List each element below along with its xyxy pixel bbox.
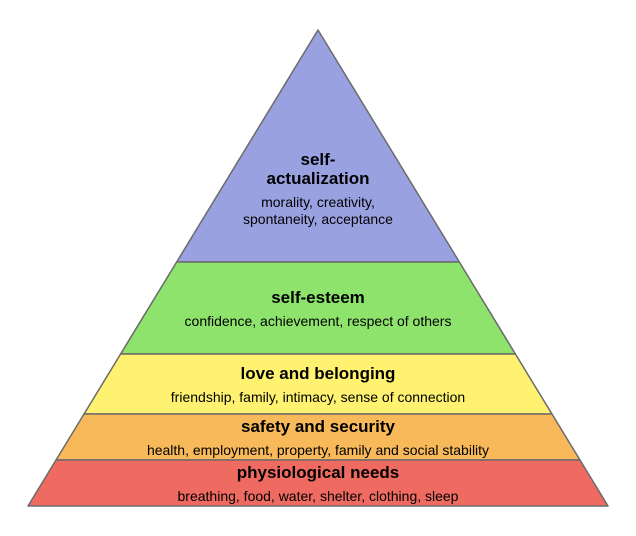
- pyramid-level-1: [121, 262, 516, 354]
- level-0-title-line-1: actualization: [267, 169, 370, 188]
- pyramid-level-0: [177, 30, 460, 262]
- level-0-title-line-0: self-: [301, 150, 336, 169]
- level-4-title-line-0: physiological needs: [237, 463, 400, 482]
- pyramid-level-2: [84, 354, 552, 414]
- level-2-desc-line-0: friendship, family, intimacy, sense of c…: [171, 389, 465, 405]
- pyramid-svg: self-actualizationmorality, creativity,s…: [0, 0, 636, 536]
- level-3-title-line-0: safety and security: [241, 417, 396, 436]
- level-3-desc-line-0: health, employment, property, family and…: [147, 442, 489, 458]
- level-0-desc-line-1: spontaneity, acceptance: [243, 211, 393, 227]
- level-1-title-line-0: self-esteem: [271, 288, 365, 307]
- level-1-desc-line-0: confidence, achievement, respect of othe…: [185, 313, 452, 329]
- level-0-desc-line-0: morality, creativity,: [261, 194, 375, 210]
- level-4-desc-line-0: breathing, food, water, shelter, clothin…: [178, 488, 459, 504]
- level-2-title-line-0: love and belonging: [241, 364, 396, 383]
- pyramid-diagram: self-actualizationmorality, creativity,s…: [0, 0, 636, 536]
